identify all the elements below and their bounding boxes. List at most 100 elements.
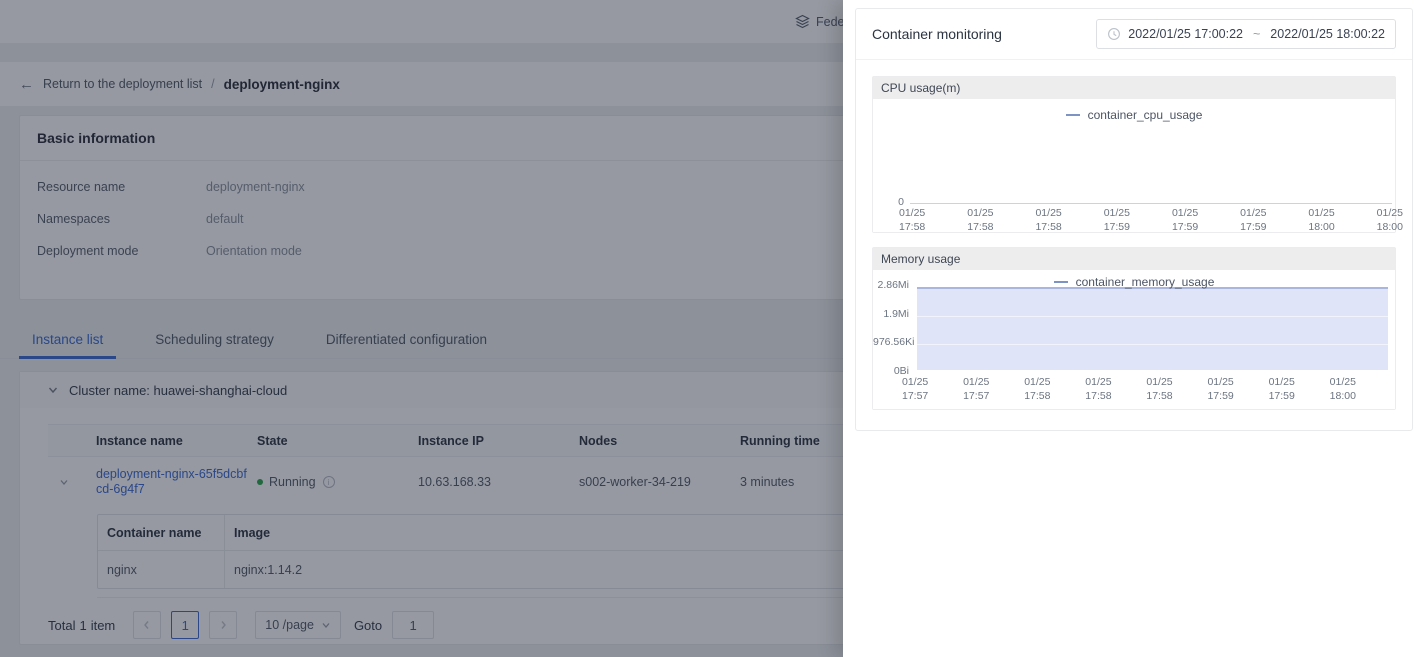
info-label: Resource name — [37, 180, 126, 194]
info-value: Orientation mode — [206, 244, 302, 258]
x-tick: 01/25 18:00 — [1308, 207, 1335, 233]
memory-x-axis-ticks: 01/25 17:57 01/25 17:57 01/25 17:58 01/25 17… — [902, 376, 1356, 403]
x-tick: 01/25 17:59 — [1268, 376, 1295, 402]
info-label: Namespaces — [37, 212, 110, 226]
cpu-legend: container_cpu_usage — [873, 108, 1395, 122]
image-cell: nginx:1.14.2 — [234, 562, 303, 577]
basic-info-title: Basic information — [20, 116, 1398, 161]
return-to-list-link[interactable]: Return to the deployment list — [43, 77, 203, 91]
col-running-time: Running time — [740, 433, 820, 448]
col-nodes: Nodes — [579, 433, 618, 448]
goto-page-input[interactable] — [392, 611, 435, 639]
status-badge: Running — [269, 475, 316, 489]
state-cell: Running i — [257, 475, 418, 489]
container-name-cell: nginx — [98, 551, 225, 588]
prev-page-button[interactable] — [133, 611, 162, 639]
memory-y-tick: 1.9Mi — [883, 308, 909, 320]
gridline — [917, 344, 1388, 345]
back-arrow-icon[interactable]: ← — [19, 75, 34, 93]
info-icon[interactable]: i — [322, 476, 335, 488]
tab-scheduling-strategy[interactable]: Scheduling strategy — [155, 331, 274, 347]
x-tick: 01/25 17:58 — [1085, 376, 1112, 402]
col-container-name: Container name — [98, 515, 225, 550]
col-instance-name: Instance name — [96, 433, 183, 448]
col-image: Image — [234, 525, 271, 540]
info-row-deployment-mode: Deployment mode Orientation mode — [20, 235, 1398, 267]
cpu-legend-label: container_cpu_usage — [1087, 108, 1203, 122]
info-label: Deployment mode — [37, 244, 139, 258]
federation-nav-item[interactable]: Fede — [795, 0, 845, 43]
x-tick: 01/25 18:00 — [1376, 207, 1403, 233]
x-tick: 01/25 17:59 — [1171, 207, 1199, 233]
gridline — [917, 316, 1388, 317]
page-number-button[interactable]: 1 — [171, 611, 200, 639]
x-tick: 01/25 17:58 — [899, 207, 926, 233]
cpu-panel-title: CPU usage(m) — [873, 77, 1395, 99]
total-items-label: Total 1 item — [48, 617, 116, 633]
container-table-header: Container name Image — [98, 515, 1369, 551]
clock-icon — [1107, 27, 1121, 41]
memory-y-tick: 0Bi — [893, 365, 909, 377]
x-tick: 01/25 17:59 — [1103, 207, 1130, 233]
page-size-value: 10 /page — [265, 618, 314, 632]
x-tick: 01/25 17:58 — [1146, 376, 1173, 402]
cpu-chart: container_cpu_usage 0 01/25 17:58 01/25 17… — [873, 99, 1403, 233]
memory-legend: container_memory_usage — [873, 275, 1395, 289]
info-value: default — [206, 212, 244, 226]
memory-y-tick: 976.56Ki — [873, 336, 915, 348]
time-separator: ~ — [1252, 27, 1261, 41]
memory-panel-title: Memory usage — [873, 248, 1395, 270]
instance-ip-cell: 10.63.168.33 — [418, 475, 491, 489]
container-monitoring-card: Container monitoring 2022/01/25 17:00:22… — [855, 8, 1413, 431]
tab-differentiated-configuration[interactable]: Differentiated configuration — [325, 331, 487, 347]
x-tick: 01/25 17:58 — [1024, 376, 1051, 402]
pagination: Total 1 item 1 10 /page — [48, 611, 1370, 639]
cpu-usage-panel: CPU usage(m) container_cpu_usage 0 01/25… — [872, 76, 1403, 233]
breadcrumb-separator: / — [211, 77, 215, 91]
monitoring-body: CPU usage(m) container_cpu_usage 0 01/25… — [856, 60, 1412, 426]
page-size-select[interactable]: 10 /page — [255, 611, 341, 639]
running-time-cell: 3 minutes — [740, 475, 795, 489]
x-tick: 01/25 17:58 — [1035, 207, 1062, 233]
legend-line-icon — [1065, 114, 1080, 116]
container-table-row: nginx nginx:1.14.2 — [98, 551, 1369, 588]
monitoring-header: Container monitoring 2022/01/25 17:00:22… — [856, 9, 1412, 60]
cpu-y-axis-zero: 0 — [898, 196, 904, 208]
time-range-picker[interactable]: 2022/01/25 17:00:22 ~ 2022/01/25 18:00:2… — [1096, 19, 1396, 49]
memory-chart: container_memory_usage 2.86Mi 1.9Mi 976.… — [873, 270, 1395, 409]
breadcrumb-current: deployment-nginx — [223, 76, 340, 92]
cpu-x-axis-ticks: 01/25 17:58 01/25 17:58 01/25 17:58 01/25 17… — [899, 207, 1403, 234]
x-tick: 01/25 17:57 — [963, 376, 990, 402]
instance-name-link[interactable]: deployment-nginx-65f5dcbfcd-6g4f7 — [96, 467, 247, 496]
goto-label: Goto — [353, 617, 383, 633]
chevron-down-icon — [321, 620, 331, 630]
layers-icon — [795, 14, 810, 29]
tab-bar: Instance list Scheduling strategy Differ… — [0, 322, 1418, 359]
chevron-down-icon — [47, 384, 59, 396]
x-tick: 01/25 17:59 — [1207, 376, 1234, 402]
x-tick: 01/25 18:00 — [1329, 376, 1356, 402]
next-page-button[interactable] — [209, 611, 238, 639]
time-end: 2022/01/25 18:00:22 — [1270, 27, 1385, 41]
federation-label: Fede — [816, 14, 845, 29]
info-row-resource-name: Resource name deployment-nginx — [20, 171, 1398, 203]
x-tick: 01/25 17:58 — [967, 207, 994, 233]
basic-info-rows: Resource name deployment-nginx Namespace… — [20, 161, 1398, 267]
info-row-namespaces: Namespaces default — [20, 203, 1398, 235]
memory-usage-panel: Memory usage container_memory_usage 2.86… — [872, 247, 1396, 410]
x-tick: 01/25 17:57 — [902, 376, 929, 402]
cpu-baseline — [910, 203, 1392, 204]
memory-legend-label: container_memory_usage — [1075, 275, 1215, 289]
col-state: State — [257, 433, 288, 448]
info-value: deployment-nginx — [206, 180, 305, 194]
memory-area-series — [917, 287, 1388, 370]
tab-instance-list[interactable]: Instance list — [19, 322, 117, 359]
instance-table-row: deployment-nginx-65f5dcbfcd-6g4f7 Runnin… — [48, 457, 1370, 507]
row-expander[interactable] — [48, 477, 96, 487]
legend-line-icon — [1053, 281, 1068, 283]
monitoring-title: Container monitoring — [872, 26, 1002, 42]
x-tick: 01/25 17:59 — [1240, 207, 1267, 233]
memory-y-tick: 2.86Mi — [877, 279, 909, 291]
col-instance-ip: Instance IP — [418, 433, 484, 448]
time-start: 2022/01/25 17:00:22 — [1128, 27, 1243, 41]
